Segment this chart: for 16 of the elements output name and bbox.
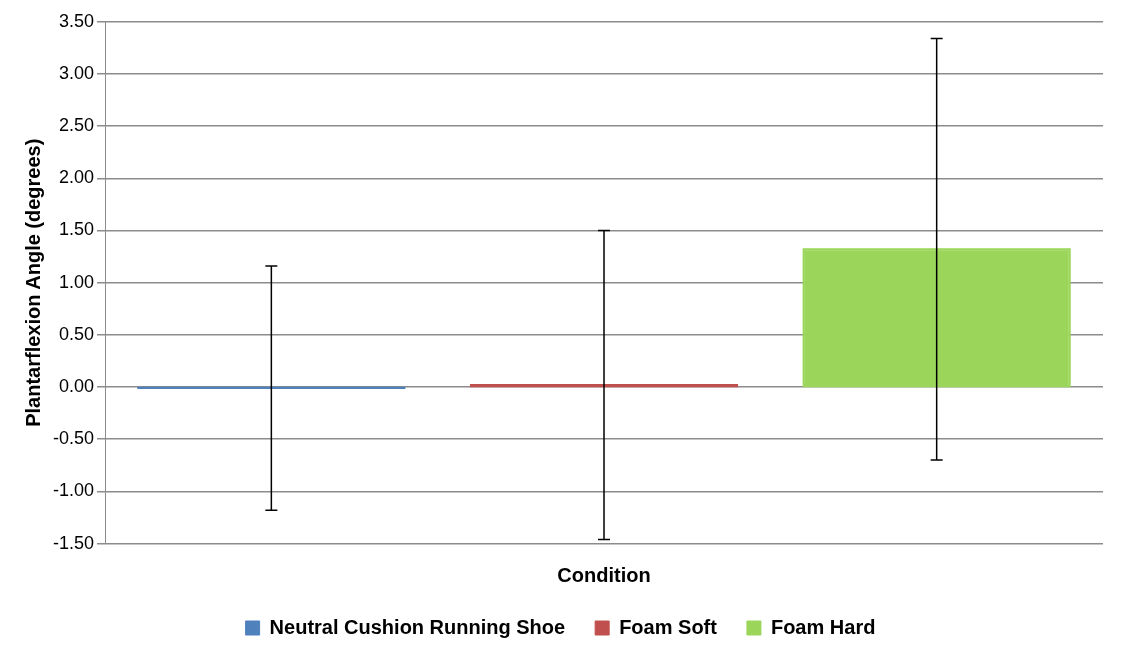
- y-tick-label: 1.50: [58, 219, 95, 240]
- y-tick-label: 3.00: [58, 62, 95, 83]
- y-tick-label: 2.00: [58, 167, 95, 188]
- x-axis-title: Condition: [557, 563, 651, 586]
- y-tick-label: 1.00: [58, 271, 95, 292]
- legend-label: Neutral Cushion Running Shoe: [269, 615, 566, 638]
- y-tick-label: 0.50: [58, 323, 95, 344]
- y-tick-label: 3.50: [58, 10, 95, 31]
- y-tick-label: 2.50: [58, 115, 95, 136]
- y-tick-label: -1.00: [53, 480, 95, 501]
- y-tick-label: 0.00: [58, 376, 95, 397]
- y-tick-label: -1.50: [53, 532, 95, 553]
- legend-label: Foam Soft: [619, 615, 718, 638]
- y-axis-title: Plantarflexion Angle (degrees): [21, 138, 44, 427]
- legend-label: Foam Hard: [770, 615, 876, 638]
- y-tick-label: -0.50: [53, 428, 95, 449]
